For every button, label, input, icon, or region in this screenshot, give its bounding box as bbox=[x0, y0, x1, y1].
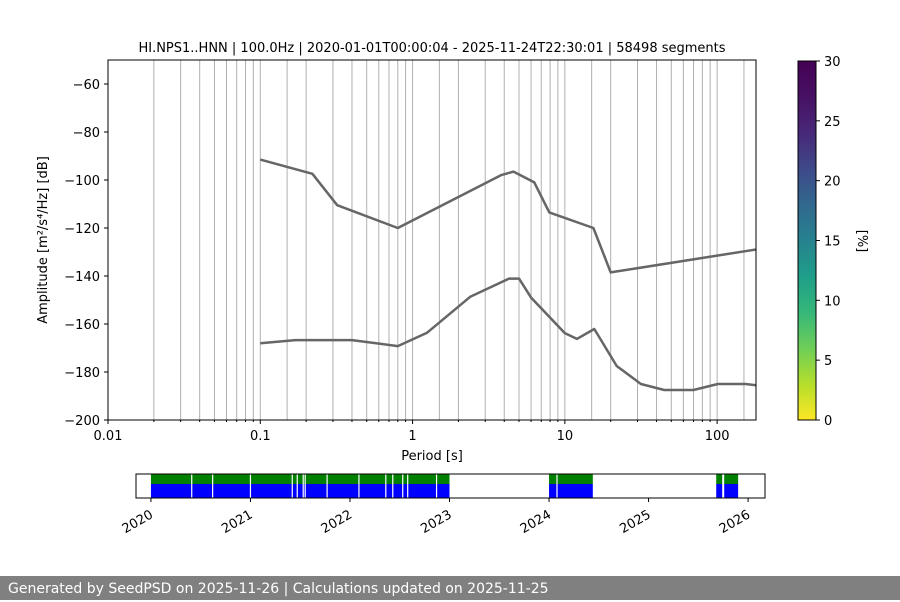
colorbar-tick-label: 15 bbox=[824, 235, 841, 250]
colorbar-tick-label: 25 bbox=[824, 115, 841, 130]
timeline-frame bbox=[135, 473, 766, 499]
colorbar-tick-label: 5 bbox=[824, 354, 832, 369]
timeline-tick-label: 2025 bbox=[617, 507, 653, 537]
timeline-tick-label: 2024 bbox=[518, 507, 554, 537]
x-axis: 0.01 0.1 1 10 100 bbox=[94, 420, 730, 444]
x-tick-label: 100 bbox=[705, 429, 730, 444]
footer-text: Generated by SeedPSD on 2025-11-26 | Cal… bbox=[8, 581, 549, 597]
new-high-noise-model-curve bbox=[259, 158, 756, 274]
y-tick-label: −60 bbox=[73, 78, 100, 93]
y-axis-label: Amplitude [m²/s⁴/Hz] [dB] bbox=[36, 156, 51, 324]
y-tick-label: −200 bbox=[64, 414, 100, 429]
colorbar-tick-label: 10 bbox=[824, 294, 841, 309]
timeline-tick-label: 2023 bbox=[418, 507, 454, 537]
colorbar-tick-label: 20 bbox=[824, 175, 841, 190]
footer-bar: Generated by SeedPSD on 2025-11-26 | Cal… bbox=[0, 576, 900, 600]
colorbar-axis: 0 5 10 15 20 25 30 bbox=[816, 55, 841, 429]
colorbar-label: [%] bbox=[854, 230, 869, 253]
timeline-segment-top bbox=[724, 474, 739, 484]
colorbar-tick-label: 0 bbox=[824, 414, 832, 429]
x-axis-label: Period [s] bbox=[401, 449, 463, 464]
y-tick-label: −120 bbox=[64, 222, 100, 237]
timeline-segment-top bbox=[716, 474, 723, 484]
colorbar-tick-label: 30 bbox=[824, 55, 841, 70]
timeline-segment-bottom bbox=[724, 484, 739, 498]
timeline-tick-label: 2021 bbox=[219, 507, 255, 537]
x-tick-label: 0.01 bbox=[94, 429, 123, 444]
timeline-tick-label: 2020 bbox=[120, 507, 156, 537]
availability-timeline bbox=[150, 474, 739, 498]
new-low-noise-model-curve bbox=[260, 277, 756, 392]
timeline-segment-bottom bbox=[716, 484, 723, 498]
plot-frame bbox=[107, 59, 757, 421]
colorbar bbox=[797, 60, 817, 421]
reference-curves bbox=[259, 158, 756, 392]
timeline-axis: 2020 2021 2022 2023 2024 2025 2026 bbox=[120, 498, 753, 537]
timeline-tick-label: 2026 bbox=[717, 507, 753, 537]
timeline-segment-bottom bbox=[549, 484, 593, 498]
timeline-segment-top bbox=[150, 474, 450, 484]
x-tick-label: 1 bbox=[408, 429, 416, 444]
timeline-segment-bottom bbox=[150, 484, 450, 498]
y-tick-label: −80 bbox=[73, 126, 100, 141]
timeline-tick-label: 2022 bbox=[319, 507, 355, 537]
y-tick-label: −180 bbox=[64, 366, 100, 381]
y-tick-label: −100 bbox=[64, 174, 100, 189]
x-tick-label: 0.1 bbox=[250, 429, 271, 444]
y-tick-label: −140 bbox=[64, 270, 100, 285]
y-tick-label: −160 bbox=[64, 318, 100, 333]
chart-title: HI.NPS1..HNN | 100.0Hz | 2020-01-01T00:0… bbox=[138, 41, 725, 56]
x-tick-label: 10 bbox=[557, 429, 574, 444]
grid-lines bbox=[153, 60, 745, 420]
y-axis: −200 −180 −160 −140 −120 −100 −80 −60 bbox=[64, 78, 108, 429]
timeline-segment-top bbox=[549, 474, 593, 484]
